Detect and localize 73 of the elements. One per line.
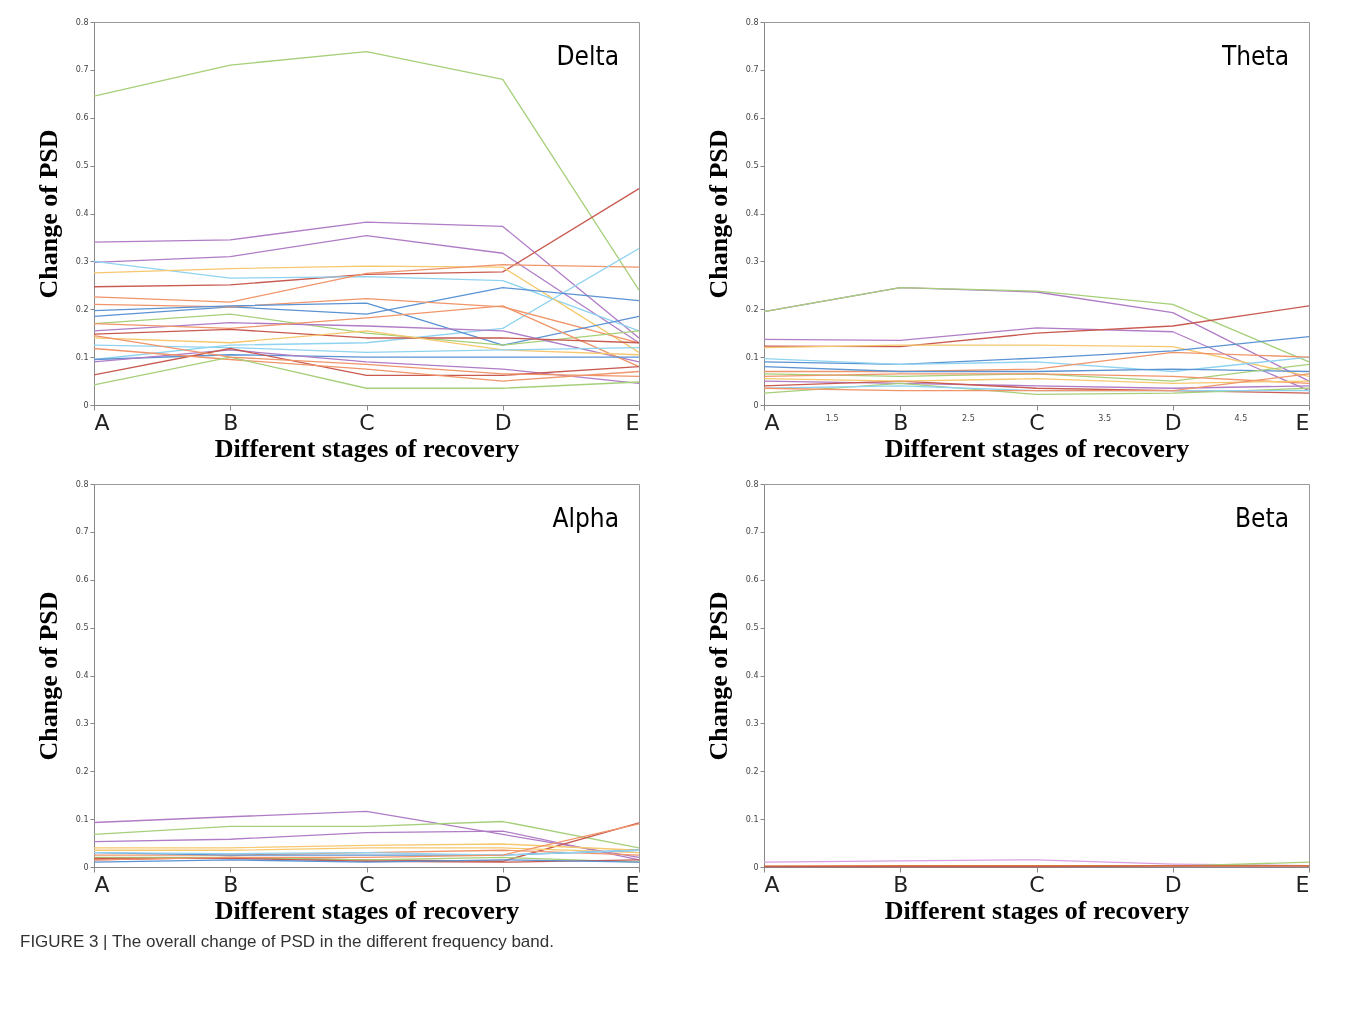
x-tick-label: A [94,409,110,435]
x-tick-label: B [223,409,239,435]
text: 1.5 [825,414,839,423]
y-tick-label: 0.1 [745,814,759,824]
x-tick-label: D [494,409,512,435]
x-axis-title: Different stages of recovery [884,433,1190,463]
x-tick-label: C [1029,409,1045,435]
y-tick-label: 0.5 [75,623,89,633]
y-tick-label: 0.2 [75,766,89,776]
text: 3.5 [1098,414,1111,423]
y-tick-label: 0.8 [75,479,89,489]
text: 2.5 [962,414,975,423]
x-tick-label: B [893,871,909,897]
y-tick-label: 0.5 [745,623,759,633]
y-tick-label: 0 [753,862,759,872]
caption: FIGURE 3 | The overall change of PSD in the different frequency band. [20,932,555,952]
y-tick-label: 0.1 [75,814,89,824]
y-tick-label: 0.5 [75,161,89,171]
y-tick-label: 0.6 [745,575,759,585]
y-tick-label: 0 [83,862,89,872]
y-axis-title: Change of PSD [703,591,733,761]
text: Delta [556,41,619,71]
x-tick-label: D [494,871,512,897]
y-tick-label: 0.6 [75,113,89,123]
x-tick-label: A [94,871,110,897]
x-tick-label: A [764,871,780,897]
x-tick-label: B [223,871,239,897]
y-tick-label: 0.2 [745,304,759,314]
x-tick-label: C [359,871,375,897]
text: Beta [1235,503,1289,533]
y-tick-label: 0.8 [745,17,759,27]
y-tick-label: 0.3 [75,718,89,728]
x-axis-title: Different stages of recovery [884,895,1190,925]
y-tick-label: 0.7 [75,527,89,537]
x-axis-title: Different stages of recovery [214,433,520,463]
text: Alpha [552,503,619,533]
y-tick-label: 0.4 [745,671,759,680]
text: 4.5 [1234,414,1248,423]
x-axis-title: Different stages of recovery [214,895,520,925]
y-tick-label: 0.1 [745,352,759,362]
y-tick-label: 0.3 [745,718,759,728]
x-tick-label: E [625,871,640,897]
x-tick-label: E [625,409,640,435]
y-tick-label: 0 [83,400,89,410]
y-tick-label: 0.5 [745,161,759,171]
y-tick-label: 0.1 [75,352,89,362]
y-tick-label: 0.7 [75,65,89,75]
x-tick-label: E [1295,409,1310,435]
x-tick-label: E [1295,871,1310,897]
x-tick-label: D [1164,409,1182,435]
y-tick-label: 0 [753,400,759,410]
x-tick-label: C [359,409,375,435]
x-tick-label: C [1029,871,1045,897]
y-axis-title: Change of PSD [33,129,63,299]
x-tick-label: A [764,409,780,435]
y-tick-label: 0.3 [75,256,89,266]
y-tick-label: 0.7 [745,527,759,537]
y-tick-label: 0.6 [745,113,759,123]
y-tick-label: 0.4 [75,671,89,680]
text: Theta [1220,41,1289,71]
y-tick-label: 0.3 [745,256,759,266]
y-tick-label: 0.8 [75,17,89,27]
y-tick-label: 0.8 [745,479,759,489]
y-tick-label: 0.7 [745,65,759,75]
y-tick-label: 0.4 [75,209,89,218]
y-tick-label: 0.6 [75,575,89,585]
y-tick-label: 0.2 [75,304,89,314]
x-tick-label: D [1164,871,1182,897]
y-axis-title: Change of PSD [33,591,63,761]
y-tick-label: 0.4 [745,209,759,218]
y-tick-label: 0.2 [745,766,759,776]
x-tick-label: B [893,409,909,435]
y-axis-title: Change of PSD [703,129,733,299]
